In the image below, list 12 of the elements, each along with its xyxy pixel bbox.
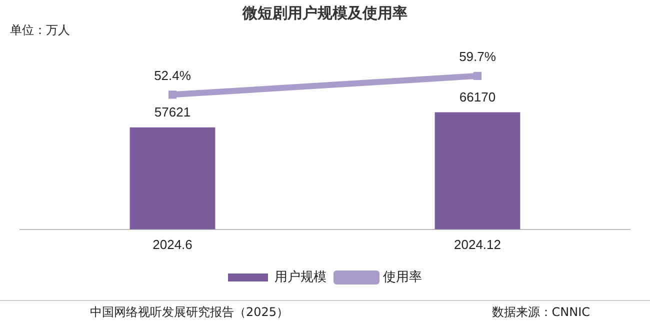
data-label: 57621 [154,104,191,120]
x-tick-label: 2024.12 [454,236,501,252]
x-tick-label: 2024.6 [152,236,192,252]
data-label: 59.7% [459,48,496,64]
data-label: 52.4% [154,68,192,83]
data-label: 66170 [459,89,496,104]
source-note: 数据来源：CNNIC [492,304,590,321]
legend-label: 使用率 [383,268,422,285]
legend-label: 用户规模 [274,270,326,285]
text: 中国网络视听发展研究报告（2025） [90,304,289,321]
text: 单位：万人 [10,22,70,39]
chart-title: 微短剧用户规模及使用率 [241,4,408,23]
